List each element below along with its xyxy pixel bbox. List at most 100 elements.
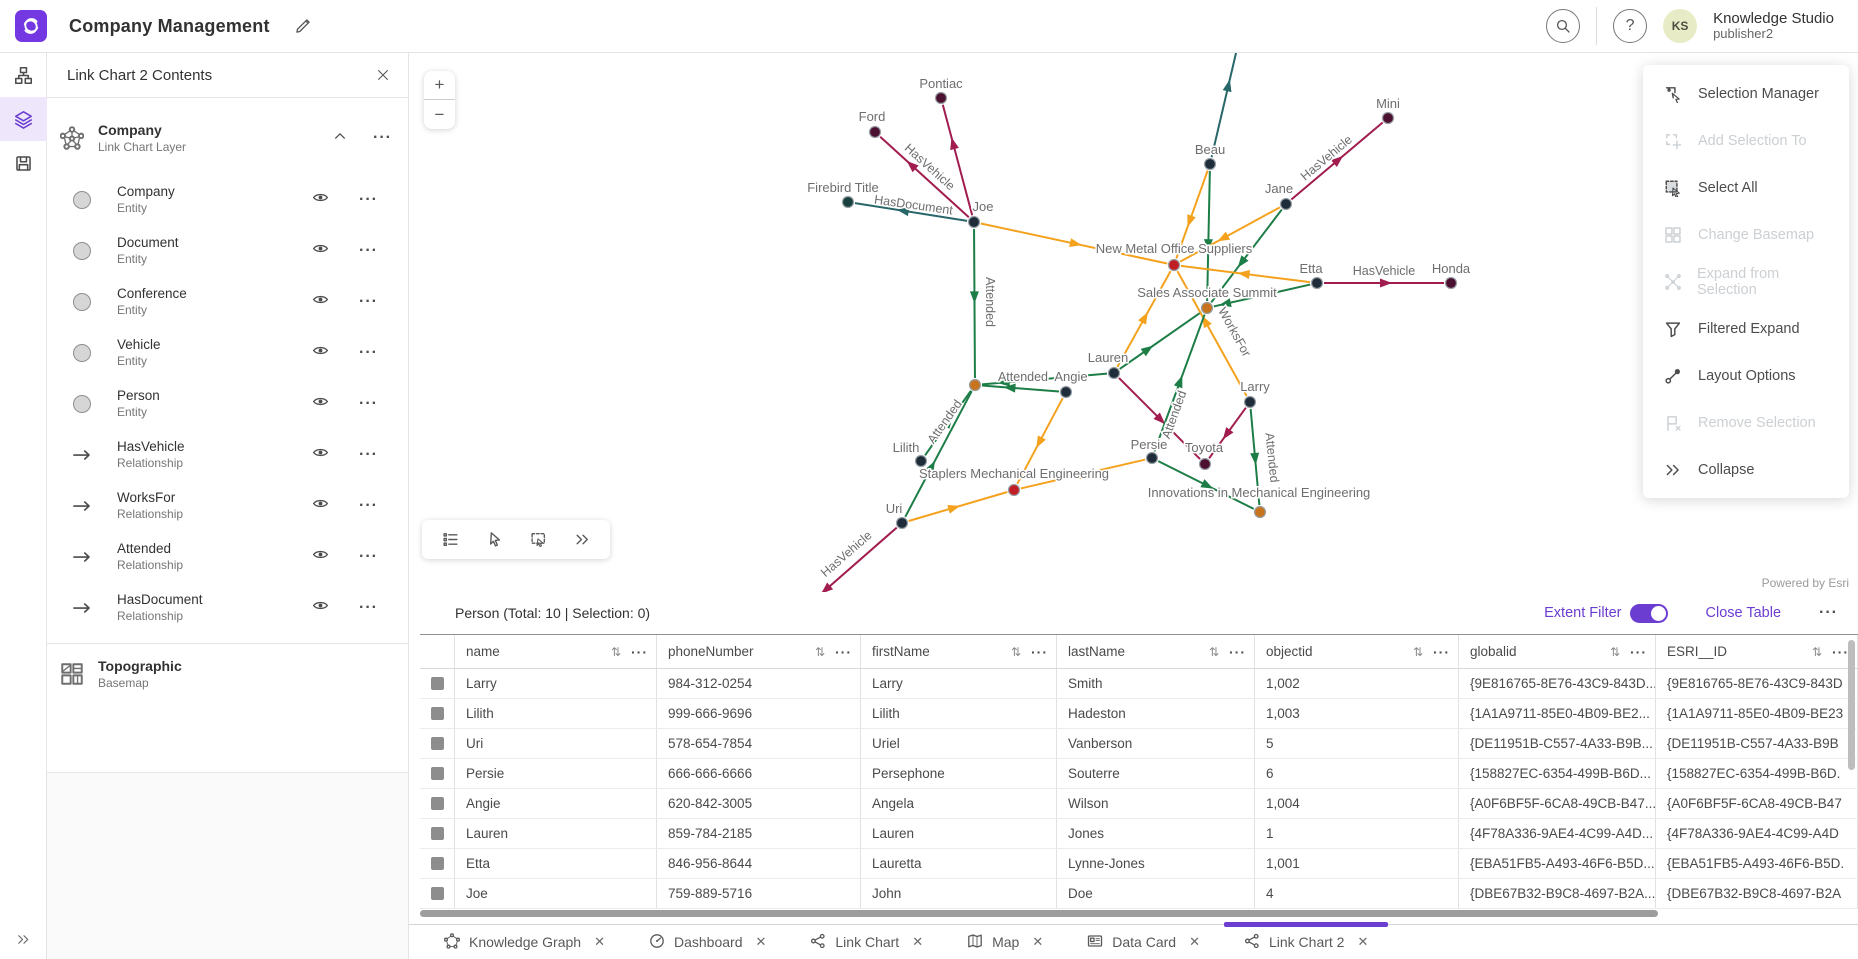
tab-close-icon[interactable]: ✕ (1032, 934, 1044, 949)
eye-icon[interactable] (312, 189, 329, 211)
graph-node-angie[interactable] (1059, 385, 1073, 399)
graph-node-newmetal[interactable] (1167, 258, 1181, 272)
close-table-button[interactable]: Close Table (1705, 605, 1782, 621)
column-header-ESRI__ID[interactable]: ESRI__ID ⇅ ··· (1656, 635, 1858, 668)
eye-icon[interactable] (312, 342, 329, 364)
sort-icon[interactable]: ⇅ (1609, 644, 1620, 659)
menu-item-collapse[interactable]: Collapse (1643, 446, 1849, 493)
column-header-phoneNumber[interactable]: phoneNumber ⇅ ··· (657, 635, 861, 668)
row-checkbox[interactable] (430, 707, 444, 720)
eye-icon[interactable] (312, 240, 329, 262)
graph-node-lilith[interactable] (914, 454, 928, 468)
tab-close-icon[interactable]: ✕ (594, 934, 605, 949)
graph-node-jane[interactable] (1279, 197, 1293, 211)
sort-icon[interactable]: ⇅ (1208, 644, 1219, 659)
layer-item-hasvehicle[interactable]: HasVehicle Relationship ··· (47, 429, 408, 480)
row-checkbox[interactable] (430, 857, 444, 870)
row-checkbox[interactable] (430, 767, 444, 780)
table-row[interactable]: Lilith 999-666-9696 Lilith Hadeston 1,003 {1A… (420, 699, 1858, 729)
layer-item-attended[interactable]: Attended Relationship ··· (47, 531, 408, 582)
table-row[interactable]: Joe 759-889-5716 John Doe 4 {DBE67B32-B9C8-46… (420, 879, 1858, 909)
tab-map[interactable]: Map ✕ (945, 925, 1065, 959)
sort-icon[interactable]: ⇅ (610, 644, 621, 659)
item-options-icon[interactable]: ··· (359, 190, 378, 208)
row-checkbox[interactable] (430, 737, 444, 750)
tab-close-icon[interactable]: ✕ (912, 934, 924, 949)
layer-options-icon[interactable]: ··· (373, 129, 392, 146)
item-options-icon[interactable]: ··· (359, 343, 378, 361)
close-panel-icon[interactable] (376, 68, 390, 82)
app-logo-icon[interactable] (15, 10, 47, 42)
sort-icon[interactable]: ⇅ (814, 644, 825, 659)
tab-dashboard[interactable]: Dashboard ✕ (627, 925, 788, 959)
menu-item-filtered-expand[interactable]: Filtered Expand (1643, 305, 1849, 352)
layer-item-person[interactable]: Person Entity ··· (47, 378, 408, 429)
graph-node-staplers[interactable] (1007, 483, 1021, 497)
table-row[interactable]: Uri 578-654-7854 Uriel Vanberson 5 {DE11951B-… (420, 729, 1858, 759)
table-row[interactable]: Etta 846-956-8644 Lauretta Lynne-Jones 1,001… (420, 849, 1858, 879)
eye-icon[interactable] (312, 495, 329, 517)
graph-node-innovations[interactable] (1253, 505, 1267, 519)
avatar[interactable]: KS (1663, 9, 1698, 43)
expand-rail-button[interactable] (0, 932, 47, 947)
column-options-icon[interactable]: ··· (1832, 643, 1849, 660)
graph-node-lauren[interactable] (1107, 366, 1121, 380)
eye-icon[interactable] (312, 393, 329, 415)
column-options-icon[interactable]: ··· (1630, 643, 1647, 660)
item-options-icon[interactable]: ··· (359, 496, 378, 514)
eye-icon[interactable] (312, 546, 329, 568)
graph-node-uri[interactable] (895, 516, 909, 530)
column-options-icon[interactable]: ··· (835, 643, 852, 660)
zoom-out-button[interactable]: − (434, 104, 445, 124)
graph-node-beau[interactable] (1203, 157, 1217, 171)
item-options-icon[interactable]: ··· (359, 241, 378, 259)
item-options-icon[interactable]: ··· (359, 547, 378, 565)
rail-item-save[interactable] (0, 141, 47, 185)
help-button[interactable]: ? (1613, 9, 1648, 43)
column-header-name[interactable]: name ⇅ ··· (455, 635, 657, 668)
column-options-icon[interactable]: ··· (1433, 643, 1450, 660)
zoom-in-button[interactable]: + (424, 71, 455, 100)
graph-node-mini[interactable] (1381, 111, 1395, 125)
rail-item-layers[interactable] (0, 97, 47, 141)
graph-node-summit[interactable] (1200, 301, 1214, 315)
link-chart-layer-row[interactable]: Company Link Chart Layer ··· (47, 98, 408, 168)
marquee-select-button[interactable] (516, 520, 560, 559)
item-options-icon[interactable]: ··· (359, 394, 378, 412)
graph-node-honda[interactable] (1444, 276, 1458, 290)
eye-icon[interactable] (312, 444, 329, 466)
user-block[interactable]: Knowledge Studio publisher2 (1713, 10, 1834, 42)
graph-node-joe[interactable] (967, 215, 981, 229)
eye-icon[interactable] (312, 291, 329, 313)
legend-button[interactable] (428, 520, 472, 559)
menu-item-layout-options[interactable]: Layout Options (1643, 352, 1849, 399)
rail-item-data-model[interactable] (0, 53, 47, 97)
column-options-icon[interactable]: ··· (1229, 643, 1246, 660)
row-checkbox[interactable] (430, 677, 444, 690)
tab-close-icon[interactable]: ✕ (1357, 934, 1369, 949)
select-button[interactable] (472, 520, 516, 559)
layer-item-worksfor[interactable]: WorksFor Relationship ··· (47, 480, 408, 531)
graph-node-conf2[interactable] (968, 378, 982, 392)
table-row[interactable]: Lauren 859-784-2185 Lauren Jones 1 {4F78A336-… (420, 819, 1858, 849)
tab-link-chart[interactable]: Link Chart ✕ (788, 925, 945, 959)
menu-item-selection-manager[interactable]: Selection Manager (1643, 70, 1849, 117)
graph-node-ford[interactable] (868, 125, 882, 139)
layer-item-document[interactable]: Document Entity ··· (47, 225, 408, 276)
column-options-icon[interactable]: ··· (631, 643, 648, 660)
search-button[interactable] (1546, 9, 1581, 43)
collapse-layer-icon[interactable] (333, 129, 347, 148)
row-checkbox[interactable] (430, 797, 444, 810)
more-tools-button[interactable] (560, 520, 604, 559)
column-options-icon[interactable]: ··· (1031, 643, 1048, 660)
table-row[interactable]: Angie 620-842-3005 Angela Wilson 1,004 {A0F6B… (420, 789, 1858, 819)
horizontal-scrollbar[interactable] (420, 910, 1658, 917)
tab-close-icon[interactable]: ✕ (1189, 934, 1200, 949)
graph-node-etta[interactable] (1310, 276, 1324, 290)
row-checkbox[interactable] (430, 887, 444, 900)
column-header-firstName[interactable]: firstName ⇅ ··· (861, 635, 1057, 668)
item-options-icon[interactable]: ··· (359, 445, 378, 463)
column-header-lastName[interactable]: lastName ⇅ ··· (1057, 635, 1255, 668)
sort-icon[interactable]: ⇅ (1412, 644, 1423, 659)
table-row[interactable]: Larry 984-312-0254 Larry Smith 1,002 {9E81676… (420, 669, 1858, 699)
